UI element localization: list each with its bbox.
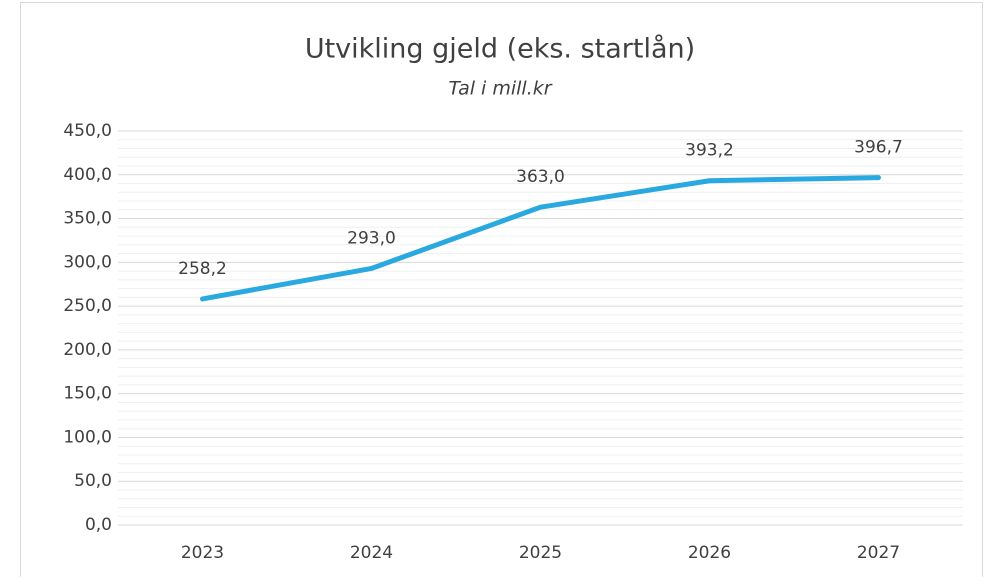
y-tick-label: 350,0 [63,209,112,229]
data-label: 393,2 [685,141,734,161]
y-tick-label: 250,0 [63,296,112,316]
chart-subtitle: Tal i mill.kr [448,78,552,100]
y-tick-label: 0,0 [85,515,112,535]
y-tick-label: 50,0 [74,471,112,491]
data-label: 293,0 [347,228,396,248]
x-tick-label: 2026 [688,543,731,563]
data-label: 363,0 [516,167,565,187]
data-label: 396,7 [854,138,903,158]
y-tick-label: 450,0 [63,121,112,141]
y-tick-label: 200,0 [63,340,112,360]
x-tick-label: 2025 [519,543,562,563]
y-tick-label: 400,0 [63,165,112,185]
x-tick-label: 2024 [350,543,393,563]
line [200,175,881,302]
x-tick-label: 2023 [181,543,224,563]
data-label: 258,2 [178,259,227,279]
chart-title: Utvikling gjeld (eks. startlån) [305,34,695,65]
y-tick-label: 300,0 [63,252,112,272]
y-tick-label: 100,0 [63,427,112,447]
y-tick-label: 150,0 [63,384,112,404]
x-tick-label: 2027 [857,543,900,563]
chart-border [20,2,983,581]
